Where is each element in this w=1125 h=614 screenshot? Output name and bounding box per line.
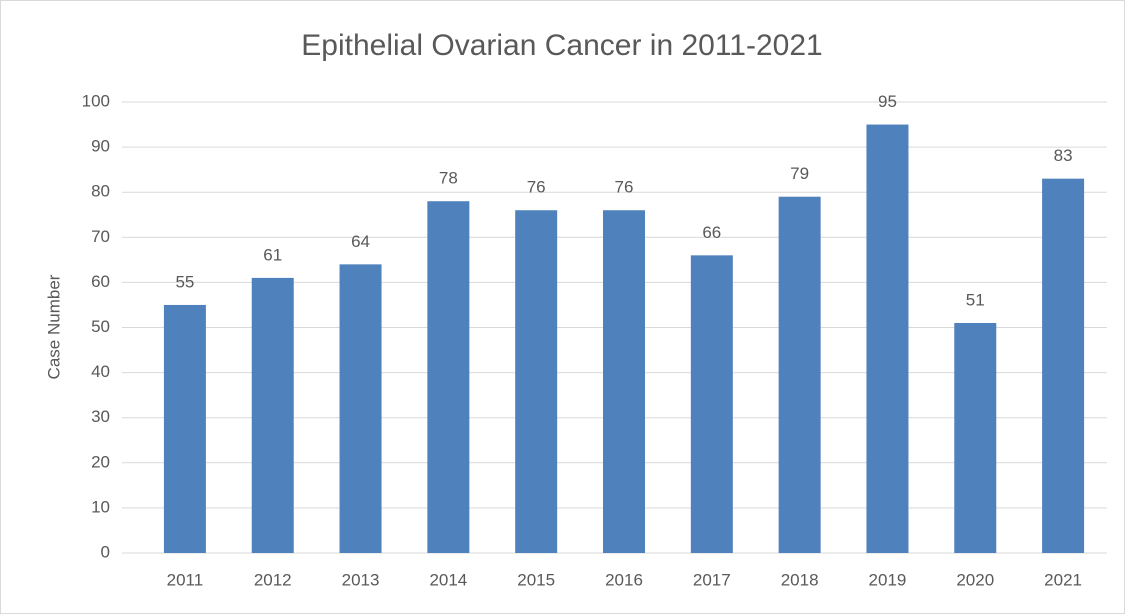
bar [427, 201, 470, 553]
bar [866, 124, 909, 554]
chart-title: Epithelial Ovarian Cancer in 2011-2021 [301, 29, 822, 62]
x-tick-label: 2014 [429, 570, 467, 589]
data-label: 76 [615, 178, 634, 197]
bar [954, 322, 997, 553]
x-tick-label: 2016 [605, 570, 643, 589]
y-tick-label: 30 [91, 407, 110, 426]
x-tick-label: 2017 [693, 570, 731, 589]
bar [603, 210, 645, 554]
y-tick-label: 0 [101, 542, 110, 561]
bar [690, 255, 733, 553]
y-tick-label: 60 [91, 272, 110, 291]
x-tick-label: 2011 [167, 570, 204, 589]
x-tick-label: 2020 [956, 570, 994, 589]
y-tick-label: 40 [91, 362, 110, 381]
data-label: 78 [439, 169, 458, 188]
data-label: 61 [263, 245, 282, 264]
x-tick-label: 2015 [517, 570, 555, 589]
data-label: 55 [175, 272, 194, 291]
bar [163, 304, 206, 553]
bar [339, 264, 382, 553]
data-label: 95 [878, 92, 897, 111]
data-label: 76 [527, 178, 546, 197]
data-label: 83 [1054, 146, 1073, 165]
y-tick-label: 10 [91, 497, 110, 516]
data-label: 51 [966, 290, 985, 309]
x-tick-label: 2013 [342, 570, 380, 589]
bar [778, 196, 821, 553]
bar [251, 277, 294, 553]
x-tick-label: 2012 [254, 570, 292, 589]
y-axis-label: Case Number [44, 274, 63, 379]
y-tick-label: 80 [91, 182, 110, 201]
data-label: 64 [351, 232, 370, 251]
data-label: 79 [790, 164, 809, 183]
bar [515, 210, 558, 554]
y-tick-label: 90 [91, 137, 110, 156]
bar [1042, 178, 1085, 554]
data-label: 66 [702, 223, 721, 242]
x-tick-label: 2021 [1044, 570, 1082, 589]
y-tick-label: 50 [91, 317, 110, 336]
x-tick-label: 2018 [781, 570, 819, 589]
x-tick-label: 2019 [869, 570, 907, 589]
y-tick-label: 70 [91, 227, 110, 246]
y-tick-label: 100 [82, 91, 110, 110]
y-tick-label: 20 [91, 452, 110, 471]
